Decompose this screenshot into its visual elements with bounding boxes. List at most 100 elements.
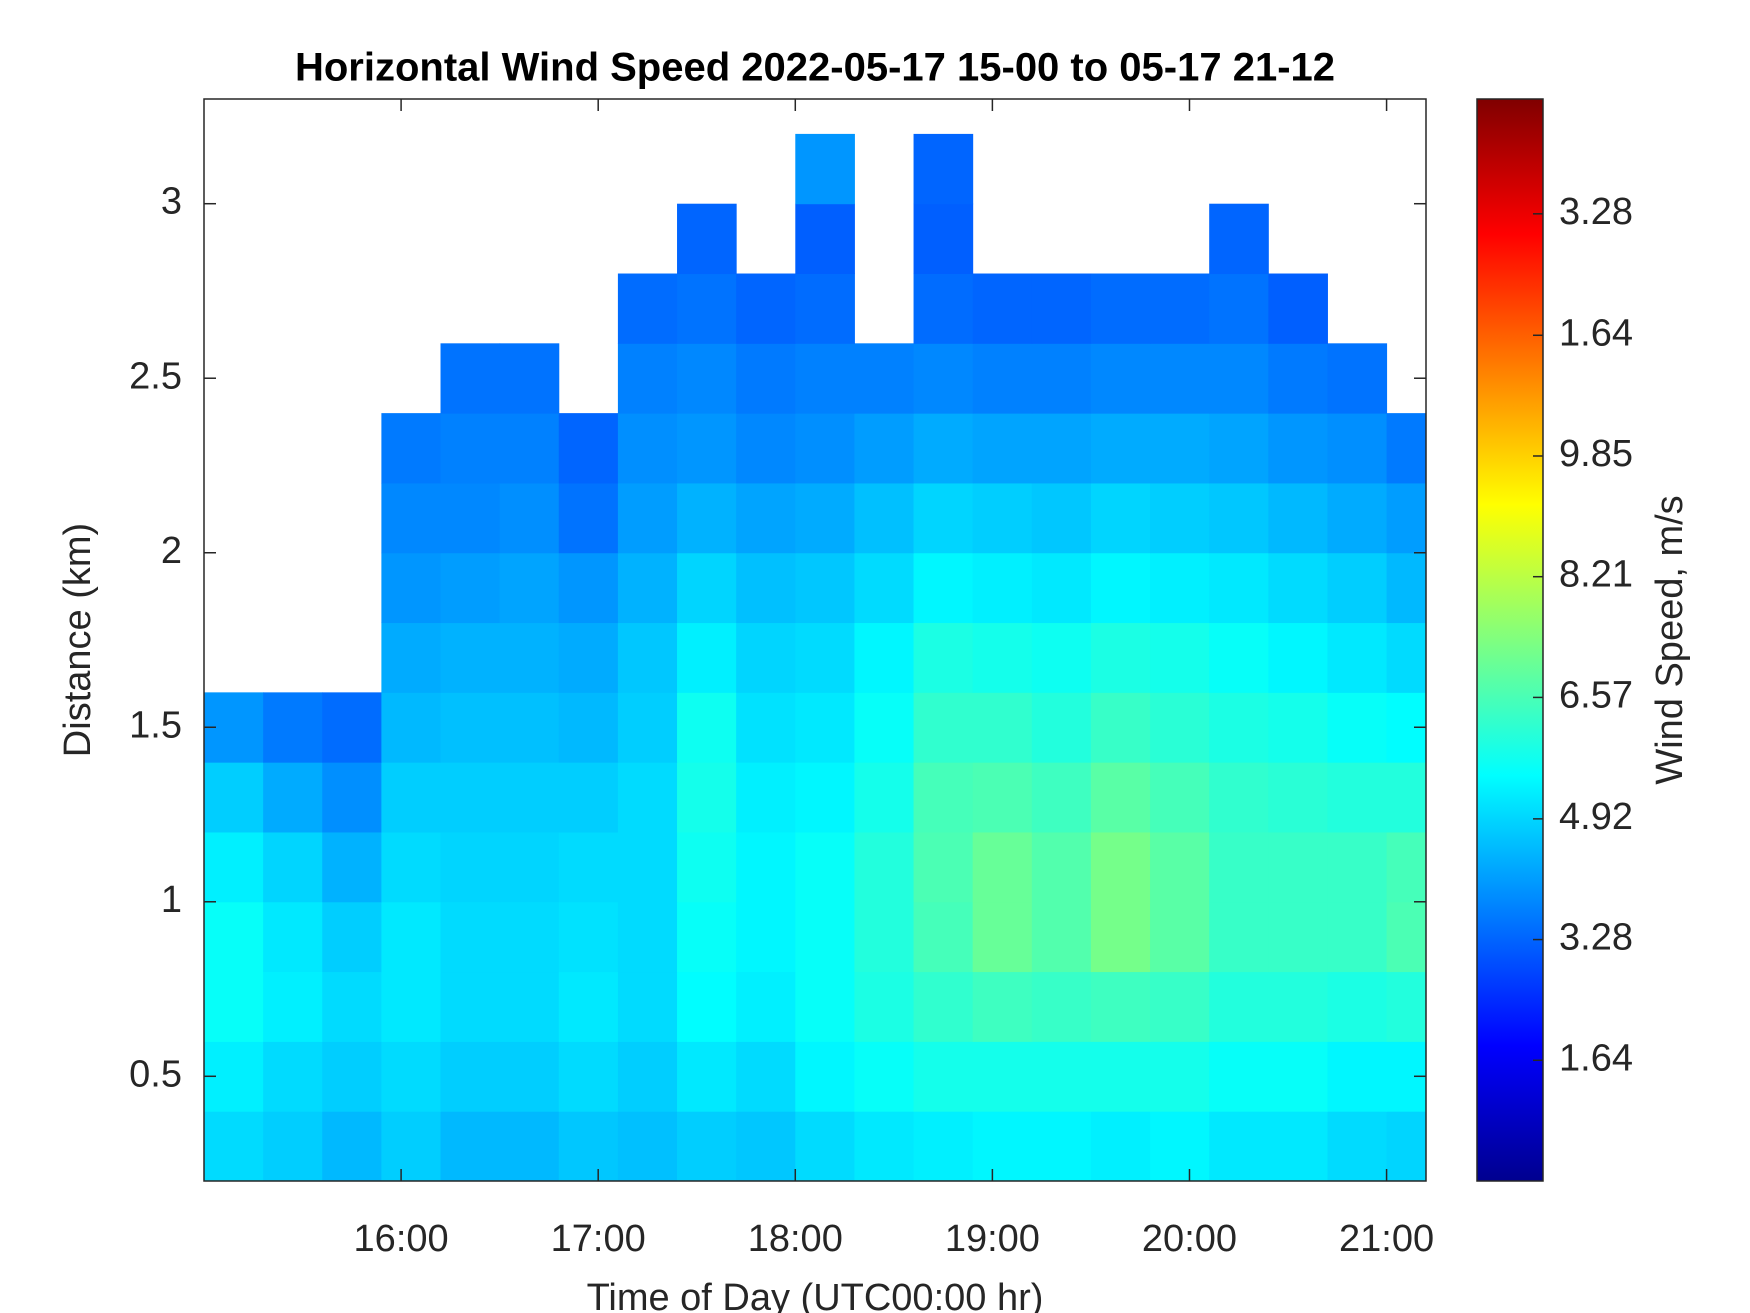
heat-cell xyxy=(440,343,501,414)
heat-cell xyxy=(795,413,855,484)
heat-cell xyxy=(972,622,1033,693)
heat-cell xyxy=(1268,971,1328,1042)
heat-cell xyxy=(617,762,678,833)
heat-cell xyxy=(1031,482,1092,554)
heat-cell xyxy=(736,1111,796,1181)
heat-cell xyxy=(736,831,796,903)
heat-cell xyxy=(322,971,382,1042)
heat-cell xyxy=(440,1111,501,1181)
heat-cell xyxy=(1031,343,1092,414)
x-tick-label: 20:00 xyxy=(1142,1218,1237,1260)
heat-cell xyxy=(795,133,855,205)
heat-cell xyxy=(558,971,619,1042)
heat-cell xyxy=(1268,622,1328,693)
heat-cell xyxy=(854,901,915,973)
heat-cell xyxy=(617,901,678,973)
heat-cell xyxy=(913,971,974,1042)
heat-cell xyxy=(1150,971,1210,1042)
heat-cell xyxy=(1090,1041,1151,1112)
heatmap xyxy=(204,133,1426,1181)
y-tick-label: 3 xyxy=(161,181,182,223)
heat-cell xyxy=(972,482,1033,554)
heat-cell xyxy=(1031,971,1092,1042)
heat-cell xyxy=(1327,622,1388,693)
heat-cell xyxy=(617,1041,678,1112)
heat-cell xyxy=(381,482,442,554)
colorbar-tick-label: 1.64 xyxy=(1559,312,1633,354)
heat-cell xyxy=(1268,413,1328,484)
heat-cell xyxy=(972,1041,1033,1112)
heat-cell xyxy=(1209,343,1269,414)
heat-cell xyxy=(677,971,737,1042)
heat-cell xyxy=(381,1111,442,1181)
heat-cell xyxy=(499,971,560,1042)
heat-cell xyxy=(617,273,678,344)
heat-cell xyxy=(617,1111,678,1181)
heat-cell xyxy=(558,1041,619,1112)
heat-cell xyxy=(499,1111,560,1181)
heat-cell xyxy=(1268,273,1328,344)
heat-cell xyxy=(1031,692,1092,763)
heat-cell xyxy=(1150,413,1210,484)
heat-cell xyxy=(1327,1041,1388,1112)
heat-cell xyxy=(1268,482,1328,554)
heat-cell xyxy=(617,482,678,554)
heat-cell xyxy=(499,482,560,554)
heat-cell xyxy=(677,622,737,693)
heat-cell xyxy=(558,413,619,484)
heat-cell xyxy=(1327,413,1388,484)
heat-cell xyxy=(440,1041,501,1112)
heat-cell xyxy=(736,901,796,973)
heat-cell xyxy=(736,482,796,554)
x-tick-label: 21:00 xyxy=(1339,1218,1434,1260)
heat-cell xyxy=(795,901,855,973)
heat-cell xyxy=(795,552,855,624)
heat-cell xyxy=(677,831,737,903)
heat-cell xyxy=(1031,622,1092,693)
heat-cell xyxy=(1209,1041,1269,1112)
heat-cell xyxy=(1150,692,1210,763)
heat-cell xyxy=(854,692,915,763)
heat-cell xyxy=(381,622,442,693)
heat-cell xyxy=(1031,901,1092,973)
heat-cell xyxy=(1209,413,1269,484)
heat-cell xyxy=(558,482,619,554)
heat-cell xyxy=(1150,1111,1210,1181)
heat-cell xyxy=(381,831,442,903)
heat-cell xyxy=(913,762,974,833)
y-tick-label: 2.5 xyxy=(129,355,182,397)
heat-cell xyxy=(1150,901,1210,973)
heat-cell xyxy=(1031,1111,1092,1181)
heat-cell xyxy=(913,692,974,763)
heat-cell xyxy=(677,901,737,973)
heat-cell xyxy=(795,482,855,554)
heat-cell xyxy=(677,273,737,344)
heat-cell xyxy=(1090,343,1151,414)
heat-cell xyxy=(1209,203,1269,275)
heat-cell xyxy=(854,413,915,484)
heat-cell xyxy=(1209,552,1269,624)
heat-cell xyxy=(854,831,915,903)
heat-cell xyxy=(1090,622,1151,693)
heat-cell xyxy=(558,901,619,973)
heat-cell xyxy=(1090,482,1151,554)
heat-cell xyxy=(913,133,974,205)
heat-cell xyxy=(1386,482,1426,554)
heat-cell xyxy=(1209,1111,1269,1181)
heat-cell xyxy=(1090,273,1151,344)
heat-cell xyxy=(1327,343,1388,414)
heat-cell xyxy=(322,1111,382,1181)
heat-cell xyxy=(440,552,501,624)
heat-cell xyxy=(322,901,382,973)
colorbar xyxy=(1476,98,1544,1182)
colorbar-tick-label: 6.57 xyxy=(1559,674,1633,716)
heat-cell xyxy=(263,762,323,833)
heat-cell xyxy=(854,1111,915,1181)
heat-cell xyxy=(795,762,855,833)
colorbar-tick-label: 8.21 xyxy=(1559,554,1633,596)
heat-cell xyxy=(972,343,1033,414)
heat-cell xyxy=(381,971,442,1042)
heat-cell xyxy=(1386,552,1426,624)
heat-cell xyxy=(795,971,855,1042)
heat-cell xyxy=(1090,1111,1151,1181)
